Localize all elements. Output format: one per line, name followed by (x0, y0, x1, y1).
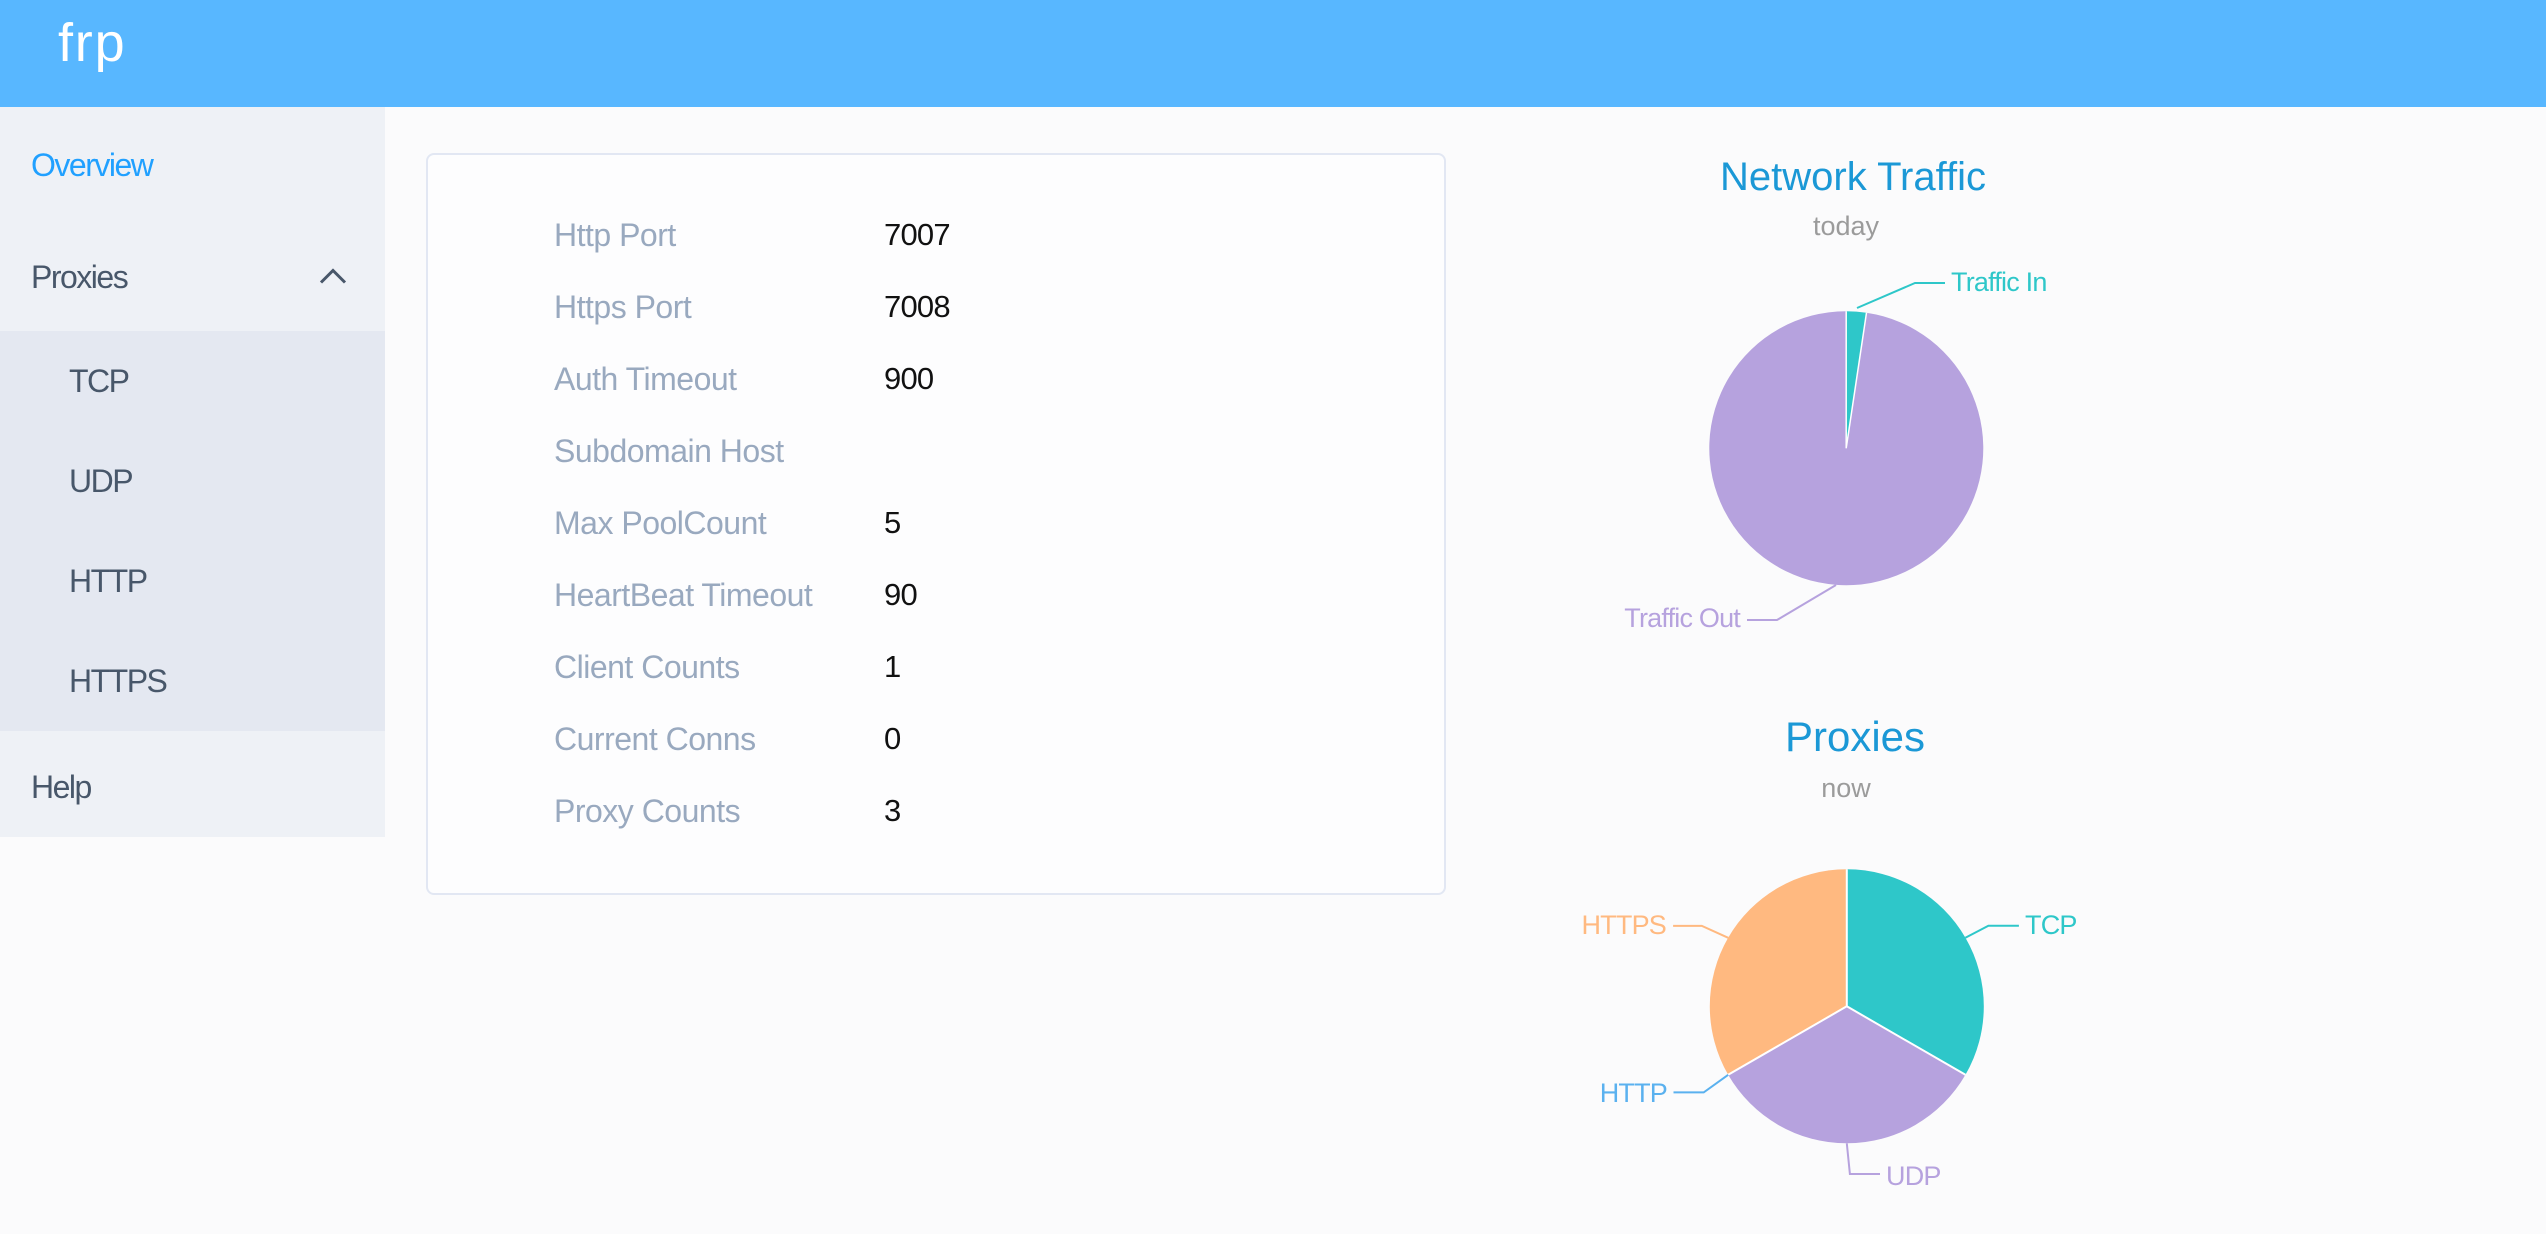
svg-text:Traffic In: Traffic In (1951, 267, 2047, 297)
svg-text:Proxies: Proxies (1785, 713, 1925, 760)
svg-text:today: today (1813, 211, 1880, 241)
svg-text:UDP: UDP (1886, 1161, 1941, 1191)
svg-text:now: now (1821, 773, 1871, 803)
svg-text:HTTPS: HTTPS (1581, 910, 1666, 940)
svg-text:Network Traffic: Network Traffic (1720, 155, 1986, 199)
svg-text:HTTP: HTTP (1600, 1078, 1667, 1108)
svg-text:TCP: TCP (2025, 910, 2077, 940)
svg-text:Traffic Out: Traffic Out (1624, 603, 1741, 633)
